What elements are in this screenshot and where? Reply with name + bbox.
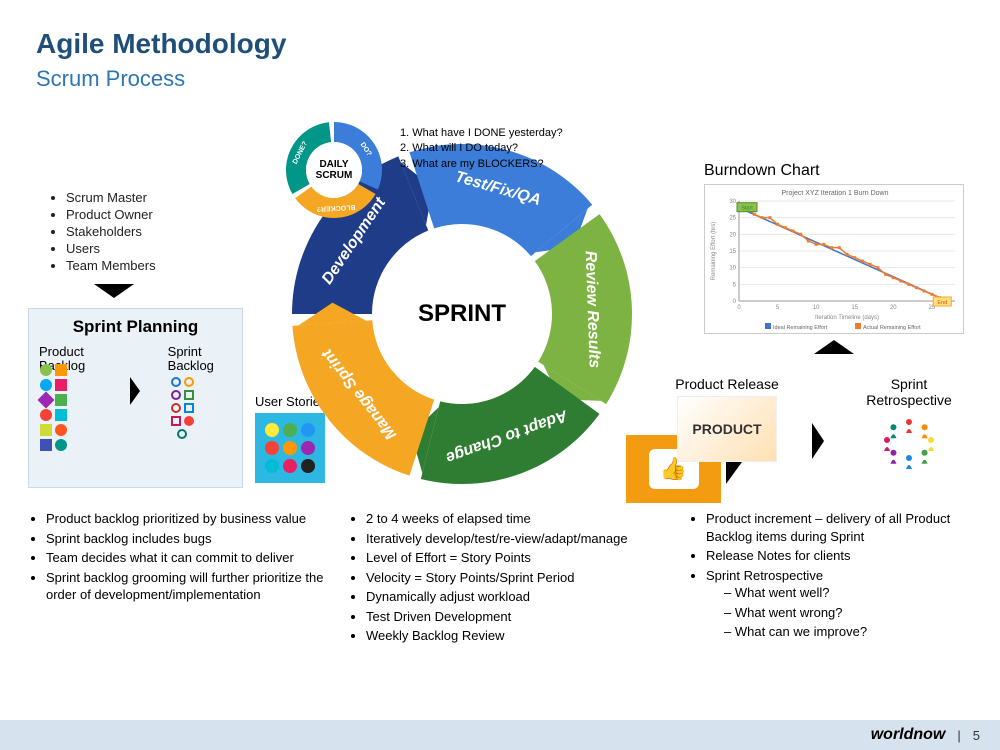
footer-logo: worldnow [871, 726, 946, 744]
svg-text:Project XYZ Iteration 1 Burn D: Project XYZ Iteration 1 Burn Down [782, 190, 889, 197]
svg-text:Actual Remaining Effort: Actual Remaining Effort [863, 325, 921, 331]
svg-text:10: 10 [729, 266, 736, 272]
svg-text:25: 25 [729, 216, 736, 222]
question-item: 2. What will I DO today? [400, 141, 563, 156]
bullet-sub-item: What can we improve? [724, 623, 988, 641]
svg-text:10: 10 [813, 305, 820, 311]
svg-text:0: 0 [737, 305, 741, 311]
bullets-col3-sub: What went well? What went wrong? What ca… [706, 584, 988, 641]
bullets-col1: Product backlog prioritized by business … [28, 510, 328, 647]
bullet-item: Sprint backlog includes bugs [46, 530, 328, 548]
svg-text:20: 20 [729, 232, 736, 238]
role-item: Product Owner [66, 207, 156, 222]
bullet-item: Weekly Backlog Review [366, 627, 668, 645]
bullet-item: Velocity = Story Points/Sprint Period [366, 569, 668, 587]
question-item: 3. What are my BLOCKERS? [400, 157, 563, 172]
svg-text:Remaining Effort (hrs): Remaining Effort (hrs) [711, 222, 717, 281]
question-item: 1. What have I DONE yesterday? [400, 126, 563, 141]
bullet-item-label: Sprint Retrospective [706, 568, 823, 583]
arrow-down-icon [94, 284, 134, 298]
sprint-retrospective-label: Sprint Retrospective [854, 376, 964, 408]
svg-text:5: 5 [733, 282, 737, 288]
arrow-right-icon [130, 377, 140, 405]
sprint-backlog-shapes [168, 378, 198, 438]
roles-list: Scrum Master Product Owner Stakeholders … [48, 190, 156, 275]
footer-divider: | [957, 728, 960, 743]
arrow-up-icon [814, 340, 854, 354]
svg-text:Iteration Timeline (days): Iteration Timeline (days) [815, 315, 879, 321]
bullet-item: Release Notes for clients [706, 547, 988, 565]
page-number: 5 [973, 728, 980, 743]
subtitle: Scrum Process [36, 66, 964, 92]
footer: worldnow | 5 [0, 720, 1000, 750]
slide: Agile Methodology Scrum Process Scrum Ma… [0, 0, 1000, 750]
bullet-item: Dynamically adjust workload [366, 588, 668, 606]
daily-scrum-questions: 1. What have I DONE yesterday? 2. What w… [400, 126, 563, 172]
arrow-right-icon [806, 423, 830, 462]
burndown-title: Burndown Chart [704, 162, 964, 180]
burndown-chart: Project XYZ Iteration 1 Burn Down 0 5 10 15 2… [704, 184, 964, 334]
product-backlog: Product Backlog [39, 345, 103, 438]
bullet-item: Sprint Retrospective What went well? Wha… [706, 567, 988, 641]
svg-text:0: 0 [733, 299, 737, 305]
bullet-item: Test Driven Development [366, 608, 668, 626]
svg-text:20: 20 [890, 305, 897, 311]
sprint-planning-heading: Sprint Planning [39, 317, 232, 337]
bullet-item: Sprint backlog grooming will further pri… [46, 569, 328, 604]
bullet-item: Team decides what it can commit to deliv… [46, 549, 328, 567]
svg-text:15: 15 [851, 305, 858, 311]
bullet-item: Iteratively develop/test/re-view/adapt/m… [366, 530, 668, 548]
svg-text:Ideal Remaining Effort: Ideal Remaining Effort [773, 325, 828, 331]
svg-text:End: End [937, 300, 947, 306]
sprint-backlog-label: Sprint Backlog [168, 345, 198, 374]
role-item: Scrum Master [66, 190, 156, 205]
svg-text:5: 5 [776, 305, 780, 311]
bullet-sub-item: What went well? [724, 584, 988, 602]
burndown: Burndown Chart Project XYZ Iteration 1 B… [704, 162, 964, 354]
bottom-bullets: Product backlog prioritized by business … [28, 510, 972, 647]
sprint-wheel-center: SPRINT [377, 229, 547, 399]
svg-text:30: 30 [729, 199, 736, 205]
bullet-sub-item: What went wrong? [724, 604, 988, 622]
bullet-item: Product backlog prioritized by business … [46, 510, 328, 528]
daily-scrum-wheel: DONE?DO?BLOCKER? DAILY SCRUM [284, 120, 384, 220]
bullets-col3: Product increment – delivery of all Prod… [688, 510, 988, 647]
product-word-cloud: PRODUCT [677, 396, 777, 462]
role-item: Users [66, 241, 156, 256]
output-columns: Product Release PRODUCT Sprint Retrospec… [672, 376, 964, 478]
sprint-backlog: Sprint Backlog [168, 345, 232, 438]
product-release: Product Release PRODUCT [672, 376, 782, 478]
product-release-label: Product Release [672, 376, 782, 392]
bullet-item: Product increment – delivery of all Prod… [706, 510, 988, 545]
people-circle-icon [859, 412, 959, 478]
bullet-item: 2 to 4 weeks of elapsed time [366, 510, 668, 528]
svg-text:Start: Start [741, 206, 753, 212]
sprint-retrospective: Sprint Retrospective [854, 376, 964, 478]
role-item: Team Members [66, 258, 156, 273]
product-backlog-shapes [39, 378, 69, 438]
bullet-item: Level of Effort = Story Points [366, 549, 668, 567]
bullets-col2: 2 to 4 weeks of elapsed time Iteratively… [348, 510, 668, 647]
sprint-planning-box: Sprint Planning Product Backlog Sprint B… [28, 308, 243, 488]
role-item: Stakeholders [66, 224, 156, 239]
daily-scrum-center: DAILY SCRUM [306, 142, 362, 198]
title: Agile Methodology [36, 28, 964, 60]
svg-text:15: 15 [729, 249, 736, 255]
